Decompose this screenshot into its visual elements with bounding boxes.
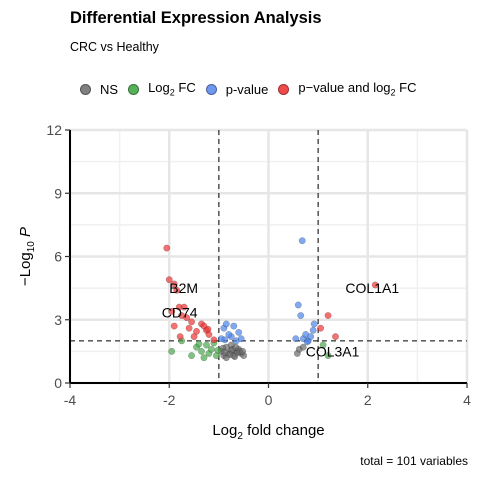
data-point [303, 338, 311, 346]
x-tick-label: 2 [364, 392, 372, 408]
data-point [168, 347, 176, 355]
data-point [299, 343, 307, 351]
data-point [195, 340, 203, 348]
y-tick-label: 6 [54, 249, 62, 265]
data-point [324, 352, 332, 360]
series-log2-fc [168, 337, 332, 362]
data-point [307, 333, 315, 341]
data-point [168, 307, 176, 315]
data-point [188, 352, 196, 360]
legend-label-ns: NS [100, 81, 119, 97]
data-point [170, 322, 178, 330]
data-point [207, 345, 215, 353]
legend-label-pvalue-and-log2fc: p−value and log2 FC [298, 80, 417, 98]
caption: total = 101 variables [360, 454, 468, 468]
data-point [332, 333, 339, 341]
x-tick-label: 4 [463, 392, 471, 408]
data-point [317, 324, 325, 332]
x-tick-label: -4 [64, 392, 77, 408]
data-point [232, 343, 240, 351]
data-point [214, 346, 222, 354]
data-point [237, 335, 245, 343]
data-point [173, 286, 181, 294]
data-point [292, 335, 300, 343]
x-tick-label: 0 [265, 392, 273, 408]
data-point [239, 347, 247, 355]
legend-item-ns: NS [80, 82, 118, 97]
data-point [221, 336, 229, 344]
y-tick-label: 3 [54, 312, 62, 328]
data-point [204, 325, 212, 333]
y-tick-label: 9 [54, 185, 62, 201]
data-point [203, 341, 210, 349]
data-point [221, 348, 229, 356]
legend-label-pvalue: p-value [225, 81, 269, 97]
chart-subtitle: CRC vs Healthy [70, 40, 159, 54]
data-point [200, 354, 208, 362]
data-point [298, 237, 306, 245]
x-axis-title: Log2 fold change [212, 422, 324, 442]
chart-title: Differential Expression Analysis [70, 9, 322, 27]
series-ns [217, 341, 307, 362]
gene-label: COL3A1 [306, 343, 360, 359]
data-point [190, 333, 198, 341]
gene-label: COL1A1 [345, 280, 399, 296]
y-axis-title: −Log10 P [17, 227, 37, 286]
legend-swatch-pvalue-and-log2fc [278, 83, 290, 95]
legend-swatch-ns [80, 83, 91, 95]
data-point [319, 341, 327, 349]
data-point [309, 326, 317, 334]
series-p-value [217, 237, 318, 346]
data-point [180, 303, 188, 311]
legend: NS Log2 FC p-value p−value and log2 FC [80, 80, 427, 98]
data-point [165, 276, 173, 284]
y-tick-label: 12 [46, 122, 62, 138]
data-point [188, 318, 196, 326]
legend-item-pvalue: p-value [205, 81, 269, 97]
data-point [183, 314, 191, 322]
data-point [198, 347, 205, 355]
legend-swatch-log2fc [128, 83, 140, 95]
data-point [176, 333, 184, 341]
data-point [193, 327, 200, 335]
data-point [210, 336, 218, 344]
legend-item-pvalue-and-log2fc: p−value and log2 FC [278, 80, 417, 98]
data-point [310, 320, 318, 328]
data-point [163, 244, 171, 252]
data-point [235, 328, 243, 336]
y-tick-label: 0 [54, 375, 62, 391]
data-point [222, 320, 230, 328]
x-tick-label: -2 [163, 392, 176, 408]
legend-item-log2fc: Log2 FC [128, 80, 196, 98]
gridlines [68, 128, 469, 385]
data-point [225, 331, 233, 338]
legend-swatch-pvalue [205, 83, 217, 95]
legend-label-log2fc: Log2 FC [148, 80, 196, 98]
gene-label: CD74 [162, 304, 198, 320]
data-point [230, 322, 238, 330]
data-point [170, 280, 178, 288]
data-point [185, 324, 193, 332]
data-point [294, 301, 302, 309]
data-point [297, 312, 305, 319]
data-point [371, 281, 379, 289]
gene-label: B2M [169, 280, 198, 296]
series-p-value-and-log2-fc [163, 244, 379, 344]
data-point [324, 312, 332, 319]
